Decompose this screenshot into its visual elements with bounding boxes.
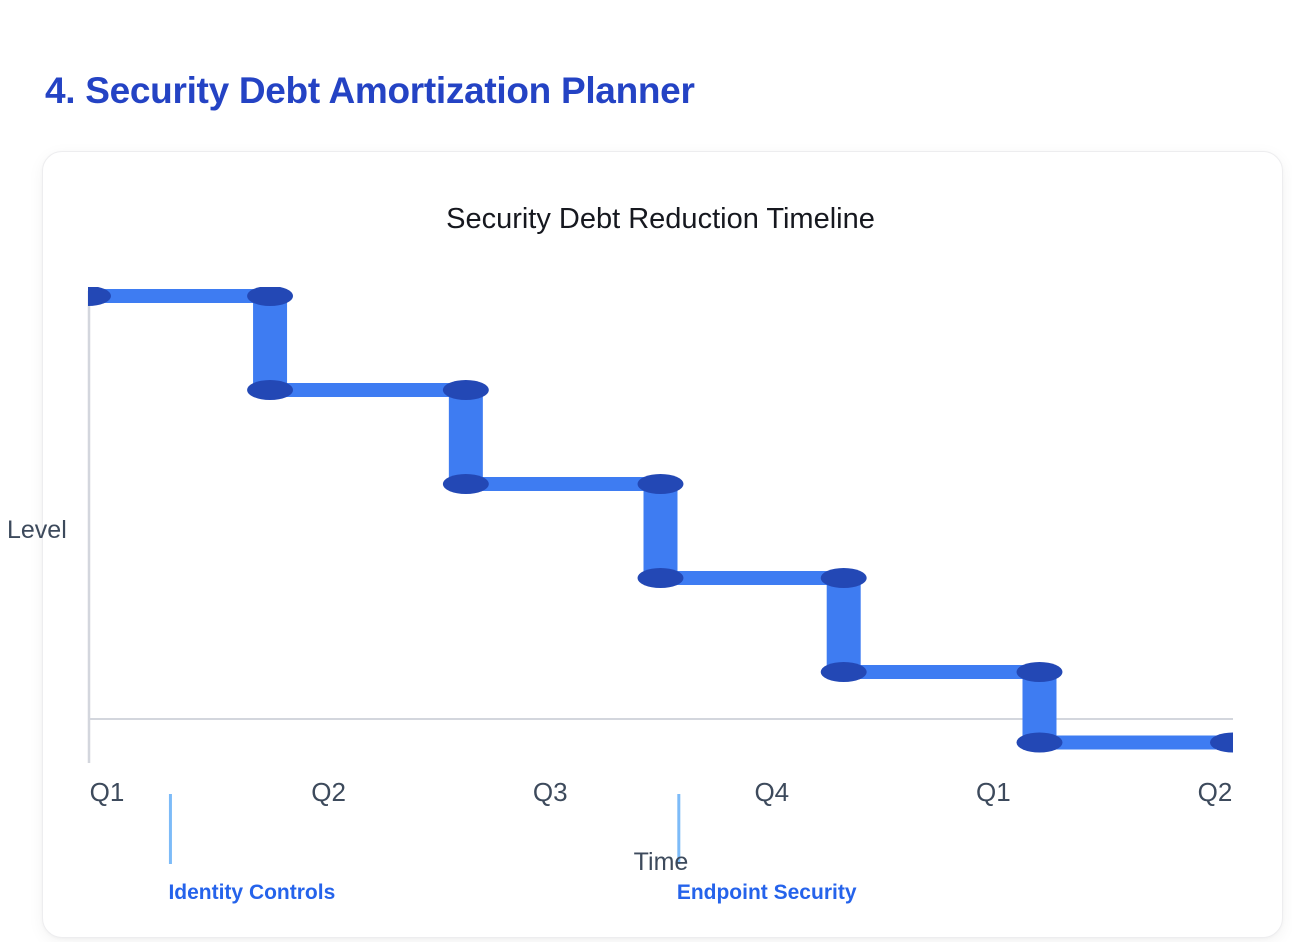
annotation-label: Identity Controls (168, 881, 336, 904)
y-axis-label: Level (7, 516, 67, 544)
x-tick-label: Q1 (89, 777, 125, 807)
x-tick-label: Q1 (976, 777, 1011, 807)
x-tick-label: Q2 (1197, 777, 1233, 807)
x-tick-label: Q2 (311, 777, 346, 807)
chart-title: Security Debt Reduction Timeline (446, 203, 875, 235)
annotation-label: Endpoint Security (676, 881, 857, 904)
x-axis-label: Time (633, 848, 689, 876)
chart-card (42, 151, 1283, 938)
x-tick-label: Q3 (532, 777, 568, 807)
x-tick-label: Q4 (754, 777, 790, 807)
page-title: 4. Security Debt Amortization Planner (45, 70, 695, 111)
